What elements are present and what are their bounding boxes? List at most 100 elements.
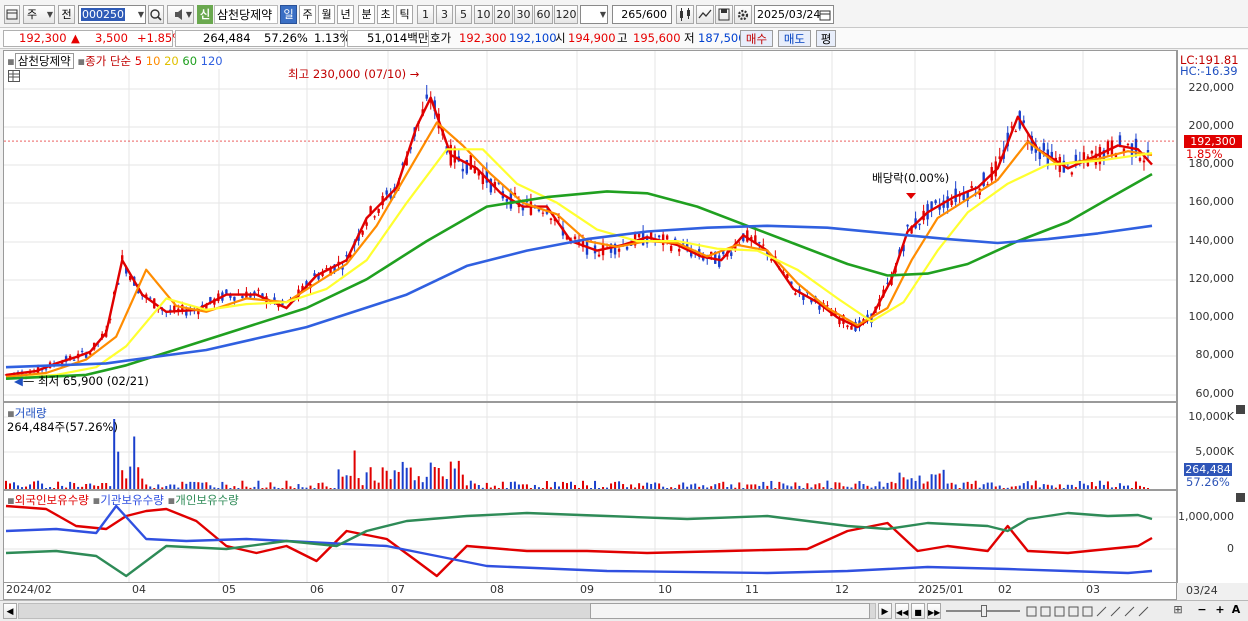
candle-body <box>1118 135 1122 146</box>
candle-body <box>1142 160 1146 163</box>
volume-bar <box>321 482 324 489</box>
scroll-thumb[interactable] <box>590 603 870 619</box>
credit-badge: 신 <box>197 5 213 24</box>
volume-bar <box>489 487 492 489</box>
volume-bar <box>465 485 468 489</box>
mode-button[interactable]: 전 <box>58 5 75 24</box>
candle-body <box>349 254 352 260</box>
volume-bar <box>177 487 180 489</box>
interval-120[interactable]: 120 <box>554 5 578 24</box>
sell-button[interactable]: 매도 <box>778 30 811 47</box>
period-tick[interactable]: 틱 <box>396 5 413 24</box>
volume-bar <box>213 487 216 489</box>
volume-bar <box>521 484 524 489</box>
forward-icon[interactable]: ▶▶ <box>927 603 941 619</box>
calendar-icon[interactable] <box>819 9 831 21</box>
volume-bar <box>157 484 160 489</box>
period-second[interactable]: 초 <box>377 5 394 24</box>
price-panel[interactable]: ▪ 삼천당제약 ▪종가 단순 5 10 20 60 120 최고 230,000 … <box>3 50 1177 402</box>
market-dropdown[interactable]: 주 <box>23 5 55 24</box>
table-toggle-icon[interactable] <box>8 70 20 82</box>
volume-bar <box>630 484 633 489</box>
candle-body <box>786 274 789 279</box>
period-month[interactable]: 월 <box>318 5 335 24</box>
candle-body <box>754 235 757 244</box>
volume-bar <box>189 481 192 489</box>
period-week[interactable]: 주 <box>299 5 316 24</box>
volume-bar <box>1098 480 1101 489</box>
tool-more-icon[interactable]: ⊞ <box>1173 603 1183 616</box>
volume-bar <box>417 476 420 489</box>
volume-bar <box>69 481 72 489</box>
candle-body <box>637 233 641 238</box>
holdings-panel[interactable]: ▪외국인보유수량 ▪기관보유수량 ▪개인보유수량 <box>3 490 1177 583</box>
drawing-tools-icon[interactable] <box>1025 603 1165 619</box>
volume-bar <box>1114 487 1117 489</box>
volume-bar <box>870 487 873 489</box>
candle-body <box>750 236 753 241</box>
volume-bar <box>790 486 793 489</box>
volume-bar <box>269 482 272 489</box>
volume-bar <box>1074 487 1077 489</box>
volume-bar <box>702 485 705 489</box>
save-icon[interactable] <box>715 5 733 24</box>
volume-bar <box>958 488 961 489</box>
candle-body <box>810 299 813 303</box>
custom-interval-dropdown[interactable] <box>580 5 608 24</box>
candle-body <box>1134 138 1138 157</box>
volume-bar <box>485 482 488 489</box>
candle-body <box>497 182 501 184</box>
count-input[interactable]: 265/600 <box>612 5 672 24</box>
volume-bar <box>469 480 472 489</box>
interval-60[interactable]: 60 <box>534 5 553 24</box>
candle-body <box>333 264 336 273</box>
ma-10-line <box>5 121 1153 378</box>
interval-20[interactable]: 20 <box>494 5 513 24</box>
period-minute[interactable]: 분 <box>358 5 375 24</box>
volume-bar <box>225 484 228 489</box>
candle-body <box>850 325 853 330</box>
volume-panel[interactable]: ▪거래량 264,484주(57.26%) <box>3 402 1177 490</box>
period-day[interactable]: 일 <box>280 5 297 24</box>
volume-bar <box>237 488 240 489</box>
buy-button[interactable]: 매수 <box>740 30 773 47</box>
scroll-left-icon[interactable]: ◀ <box>3 603 17 619</box>
candle-type-icon[interactable] <box>676 5 694 24</box>
zoom-out-icon[interactable]: − <box>1197 603 1207 616</box>
period-year[interactable]: 년 <box>337 5 354 24</box>
scroll-right-icon[interactable]: ▶ <box>878 603 892 619</box>
ma10-legend: 10 <box>145 54 161 68</box>
candle-body <box>906 224 909 227</box>
indicator-icon[interactable] <box>696 5 714 24</box>
candle-body <box>1038 150 1042 160</box>
interval-10[interactable]: 10 <box>474 5 493 24</box>
font-size-icon[interactable]: A <box>1231 603 1241 616</box>
average-button[interactable]: 평 <box>816 30 836 47</box>
volume-bar <box>798 485 801 489</box>
candle-body <box>44 368 48 370</box>
stock-code-input[interactable]: 000250 <box>78 5 146 24</box>
volume-bar <box>710 486 713 489</box>
window-layout-icon[interactable] <box>4 5 20 24</box>
search-icon[interactable] <box>148 5 164 24</box>
holdings-close-icon[interactable] <box>1236 493 1245 502</box>
date-input[interactable]: 2025/03/24 <box>754 5 834 24</box>
volume-bar <box>245 486 248 489</box>
speaker-icon[interactable] <box>167 5 194 24</box>
zoom-slider-handle[interactable] <box>981 605 987 617</box>
volume-close-icon[interactable] <box>1236 405 1245 414</box>
gear-icon[interactable] <box>734 5 752 24</box>
candle-body <box>389 194 392 199</box>
interval-1[interactable]: 1 <box>417 5 434 24</box>
interval-3[interactable]: 3 <box>436 5 453 24</box>
volume-bar <box>285 480 288 489</box>
zoom-in-icon[interactable]: + <box>1215 603 1225 616</box>
stop-icon[interactable]: ■ <box>911 603 925 619</box>
volume-bar <box>1022 483 1025 489</box>
interval-30[interactable]: 30 <box>514 5 533 24</box>
change-percent: +1.85% <box>137 31 184 45</box>
candle-body <box>826 305 829 307</box>
interval-5[interactable]: 5 <box>455 5 472 24</box>
rewind-icon[interactable]: ◀◀ <box>895 603 909 619</box>
open-price: 194,900 <box>568 31 616 45</box>
